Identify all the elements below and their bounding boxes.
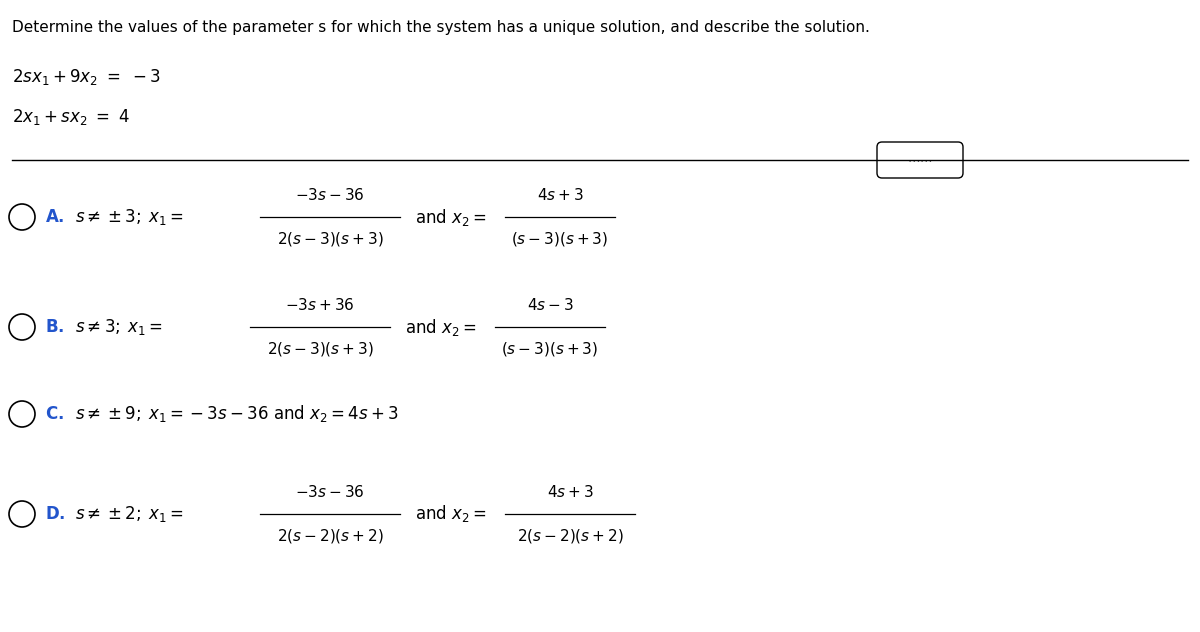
Text: $\cdots\cdots$: $\cdots\cdots$ xyxy=(907,154,932,166)
Text: $s \neq \pm 9;\; x_1 = -3s - 36$ and $x_2 = 4s + 3$: $s \neq \pm 9;\; x_1 = -3s - 36$ and $x_… xyxy=(74,403,398,425)
Text: and $x_2 =$: and $x_2 =$ xyxy=(406,317,476,337)
Text: $-3s - 36$: $-3s - 36$ xyxy=(295,187,365,203)
Text: $-3s + 36$: $-3s + 36$ xyxy=(286,297,355,313)
Text: $4s + 3$: $4s + 3$ xyxy=(546,484,594,500)
Text: $\mathbf{D.}$: $\mathbf{D.}$ xyxy=(46,505,66,523)
Text: Determine the values of the parameter s for which the system has a unique soluti: Determine the values of the parameter s … xyxy=(12,20,870,35)
Text: $(s-3)(s+3)$: $(s-3)(s+3)$ xyxy=(511,230,608,248)
Text: $\mathbf{A.}$: $\mathbf{A.}$ xyxy=(46,208,65,226)
Text: $\mathbf{B.}$: $\mathbf{B.}$ xyxy=(46,318,65,336)
Text: $2x_1 + sx_2 \ = \ 4$: $2x_1 + sx_2 \ = \ 4$ xyxy=(12,107,130,127)
Text: $(s-3)(s+3)$: $(s-3)(s+3)$ xyxy=(502,340,599,358)
Text: and $x_2 =$: and $x_2 =$ xyxy=(415,207,487,228)
Text: $2(s-2)(s+2)$: $2(s-2)(s+2)$ xyxy=(516,527,624,545)
Text: $2(s-3)(s+3)$: $2(s-3)(s+3)$ xyxy=(276,230,384,248)
Text: $4s - 3$: $4s - 3$ xyxy=(527,297,574,313)
Text: $2sx_1 + 9x_2 \ = \ -3$: $2sx_1 + 9x_2 \ = \ -3$ xyxy=(12,67,161,87)
Text: $2(s-2)(s+2)$: $2(s-2)(s+2)$ xyxy=(276,527,384,545)
Text: $-3s - 36$: $-3s - 36$ xyxy=(295,484,365,500)
Text: $2(s-3)(s+3)$: $2(s-3)(s+3)$ xyxy=(266,340,373,358)
Text: $s \neq \pm 3;\; x_1 =$: $s \neq \pm 3;\; x_1 =$ xyxy=(74,207,184,227)
Text: $4s + 3$: $4s + 3$ xyxy=(536,187,583,203)
Text: $s \neq \pm 2;\; x_1 =$: $s \neq \pm 2;\; x_1 =$ xyxy=(74,504,184,524)
Text: and $x_2 =$: and $x_2 =$ xyxy=(415,504,487,525)
FancyBboxPatch shape xyxy=(877,142,962,178)
Text: $s \neq 3;\; x_1 =$: $s \neq 3;\; x_1 =$ xyxy=(74,317,163,337)
Text: $\mathbf{C.}$: $\mathbf{C.}$ xyxy=(46,405,64,423)
